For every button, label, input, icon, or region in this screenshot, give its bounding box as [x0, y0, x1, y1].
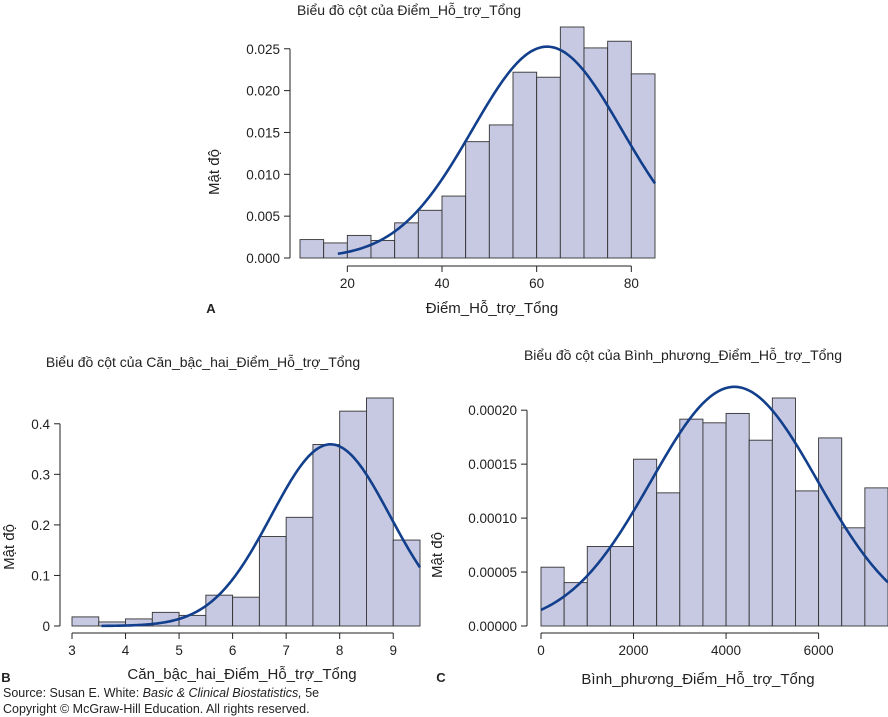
- y-tick-label: 0.00015: [468, 457, 517, 472]
- y-tick-label: 0.1: [31, 568, 50, 583]
- x-tick-label: 7: [282, 643, 290, 658]
- histogram-bar: [702, 422, 727, 627]
- x-tick-label: 3: [68, 643, 76, 658]
- x-tick-label: 2000: [619, 643, 649, 658]
- chart-title: Biểu đồ cột của Điểm_Hỗ_trợ_Tổng: [297, 2, 521, 18]
- panel-letter: C: [436, 670, 446, 685]
- chart-title: Biểu đồ cột của Căn_bậc_hai_Điểm_Hỗ_trợ_…: [46, 354, 360, 370]
- y-tick-label: 0.4: [31, 417, 50, 432]
- histogram-bar: [339, 410, 367, 627]
- source-line: Source: Susan E. White: Basic & Clinical…: [3, 686, 319, 701]
- histogram-bar: [563, 582, 588, 627]
- y-tick-label: 0.00000: [468, 619, 517, 634]
- y-tick-label: 0.015: [246, 125, 280, 140]
- y-tick-label: 0.005: [246, 209, 280, 224]
- histogram-bar: [607, 40, 632, 259]
- y-tick-label: 0.00020: [468, 403, 517, 418]
- y-tick-label: 0.020: [246, 84, 280, 99]
- histogram-bar: [512, 71, 538, 259]
- histogram-bar: [258, 536, 287, 627]
- histogram-bar: [540, 566, 565, 627]
- histogram-bar: [299, 239, 325, 259]
- histogram-bar: [748, 439, 773, 627]
- x-axis-label: Căn_bậc_hai_Điểm_Hỗ_trợ_Tổng: [127, 666, 356, 683]
- histogram-bar: [818, 437, 843, 627]
- panel-C: 0 2000 4000 6000 0.00000 0.00005 0.00010 0.0001…: [429, 347, 888, 688]
- y-tick-label: 0.00010: [468, 511, 517, 526]
- histogram-bar: [633, 458, 658, 627]
- histogram-bar: [285, 516, 314, 627]
- panel-A: 20 40 60 80 0.000 0.005 0.010 0.015 0.020 0.025 Bi…: [206, 2, 657, 317]
- y-tick-label: 0: [42, 619, 50, 634]
- y-tick-label: 0.025: [246, 42, 280, 57]
- panel-B: 3 4 5 6 7 8 9 0 0.1 0.2 0.3 0.4 Biểu đồ cột của Căn_…: [1, 354, 422, 685]
- source-book-title: Basic & Clinical Biostatistics,: [142, 686, 302, 700]
- x-tick-label: 5: [175, 643, 183, 658]
- x-tick-label: 60: [529, 276, 544, 291]
- histogram-bar: [71, 616, 100, 627]
- x-axis-label: Bình_phương_Điểm_Hỗ_trợ_Tổng: [581, 671, 814, 688]
- copyright-line: Copyright © McGraw-Hill Education. All r…: [3, 702, 310, 716]
- normal-density-curve: [337, 45, 657, 256]
- x-tick-label: 6: [229, 643, 237, 658]
- histogram-bar: [323, 242, 348, 259]
- histogram-bar: [864, 487, 888, 627]
- histogram-bar: [586, 546, 611, 627]
- histogram-bar: [312, 444, 341, 627]
- x-tick-label: 20: [340, 276, 355, 291]
- histogram-bar: [679, 418, 704, 627]
- histogram-bar: [771, 397, 796, 627]
- y-tick-label: 0.3: [31, 467, 50, 482]
- normal-density-curve: [540, 385, 888, 612]
- histogram-bar: [559, 26, 585, 259]
- y-tick-label: 0.00005: [468, 565, 517, 580]
- histogram-bar: [232, 596, 260, 627]
- panel-letter: A: [206, 301, 216, 316]
- y-axis-label: Mật độ: [429, 532, 446, 578]
- source-prefix: Source: Susan E. White:: [3, 686, 143, 700]
- x-tick-label: 8: [336, 643, 344, 658]
- histogram-bar: [841, 527, 866, 627]
- x-tick-label: 40: [434, 276, 449, 291]
- x-axis-label: Điểm_Hỗ_trợ_Tổng: [426, 300, 558, 317]
- panel-letter: B: [1, 670, 10, 685]
- histogram-bar: [656, 492, 681, 627]
- histogram-bar: [417, 209, 443, 259]
- y-tick-label: 0.2: [31, 518, 50, 533]
- y-axis-label: Mật độ: [1, 524, 18, 570]
- histogram-bar: [205, 594, 234, 627]
- normal-density-curve: [101, 443, 422, 628]
- y-tick-label: 0.000: [246, 251, 280, 266]
- x-tick-label: 0: [537, 643, 545, 658]
- x-tick-label: 4: [122, 643, 130, 658]
- x-tick-label: 80: [624, 276, 639, 291]
- histogram-bar: [488, 124, 514, 259]
- histogram-bar: [795, 490, 820, 627]
- x-tick-label: 4000: [711, 643, 741, 658]
- y-axis-label: Mật độ: [206, 149, 223, 195]
- histogram-bar: [392, 539, 421, 627]
- source-edition: 5e: [301, 686, 320, 700]
- histogram-bar: [583, 47, 609, 259]
- x-tick-label: 9: [389, 643, 397, 658]
- x-tick-label: 6000: [804, 643, 834, 658]
- chart-title: Biểu đồ cột của Bình_phương_Điểm_Hỗ_trợ_…: [524, 347, 842, 363]
- histogram-bar: [465, 141, 490, 259]
- histogram-bar: [536, 76, 561, 259]
- histogram-bar: [609, 546, 634, 627]
- histogram-bar: [441, 195, 467, 259]
- histogram-bar: [725, 412, 750, 627]
- y-tick-label: 0.010: [246, 167, 280, 182]
